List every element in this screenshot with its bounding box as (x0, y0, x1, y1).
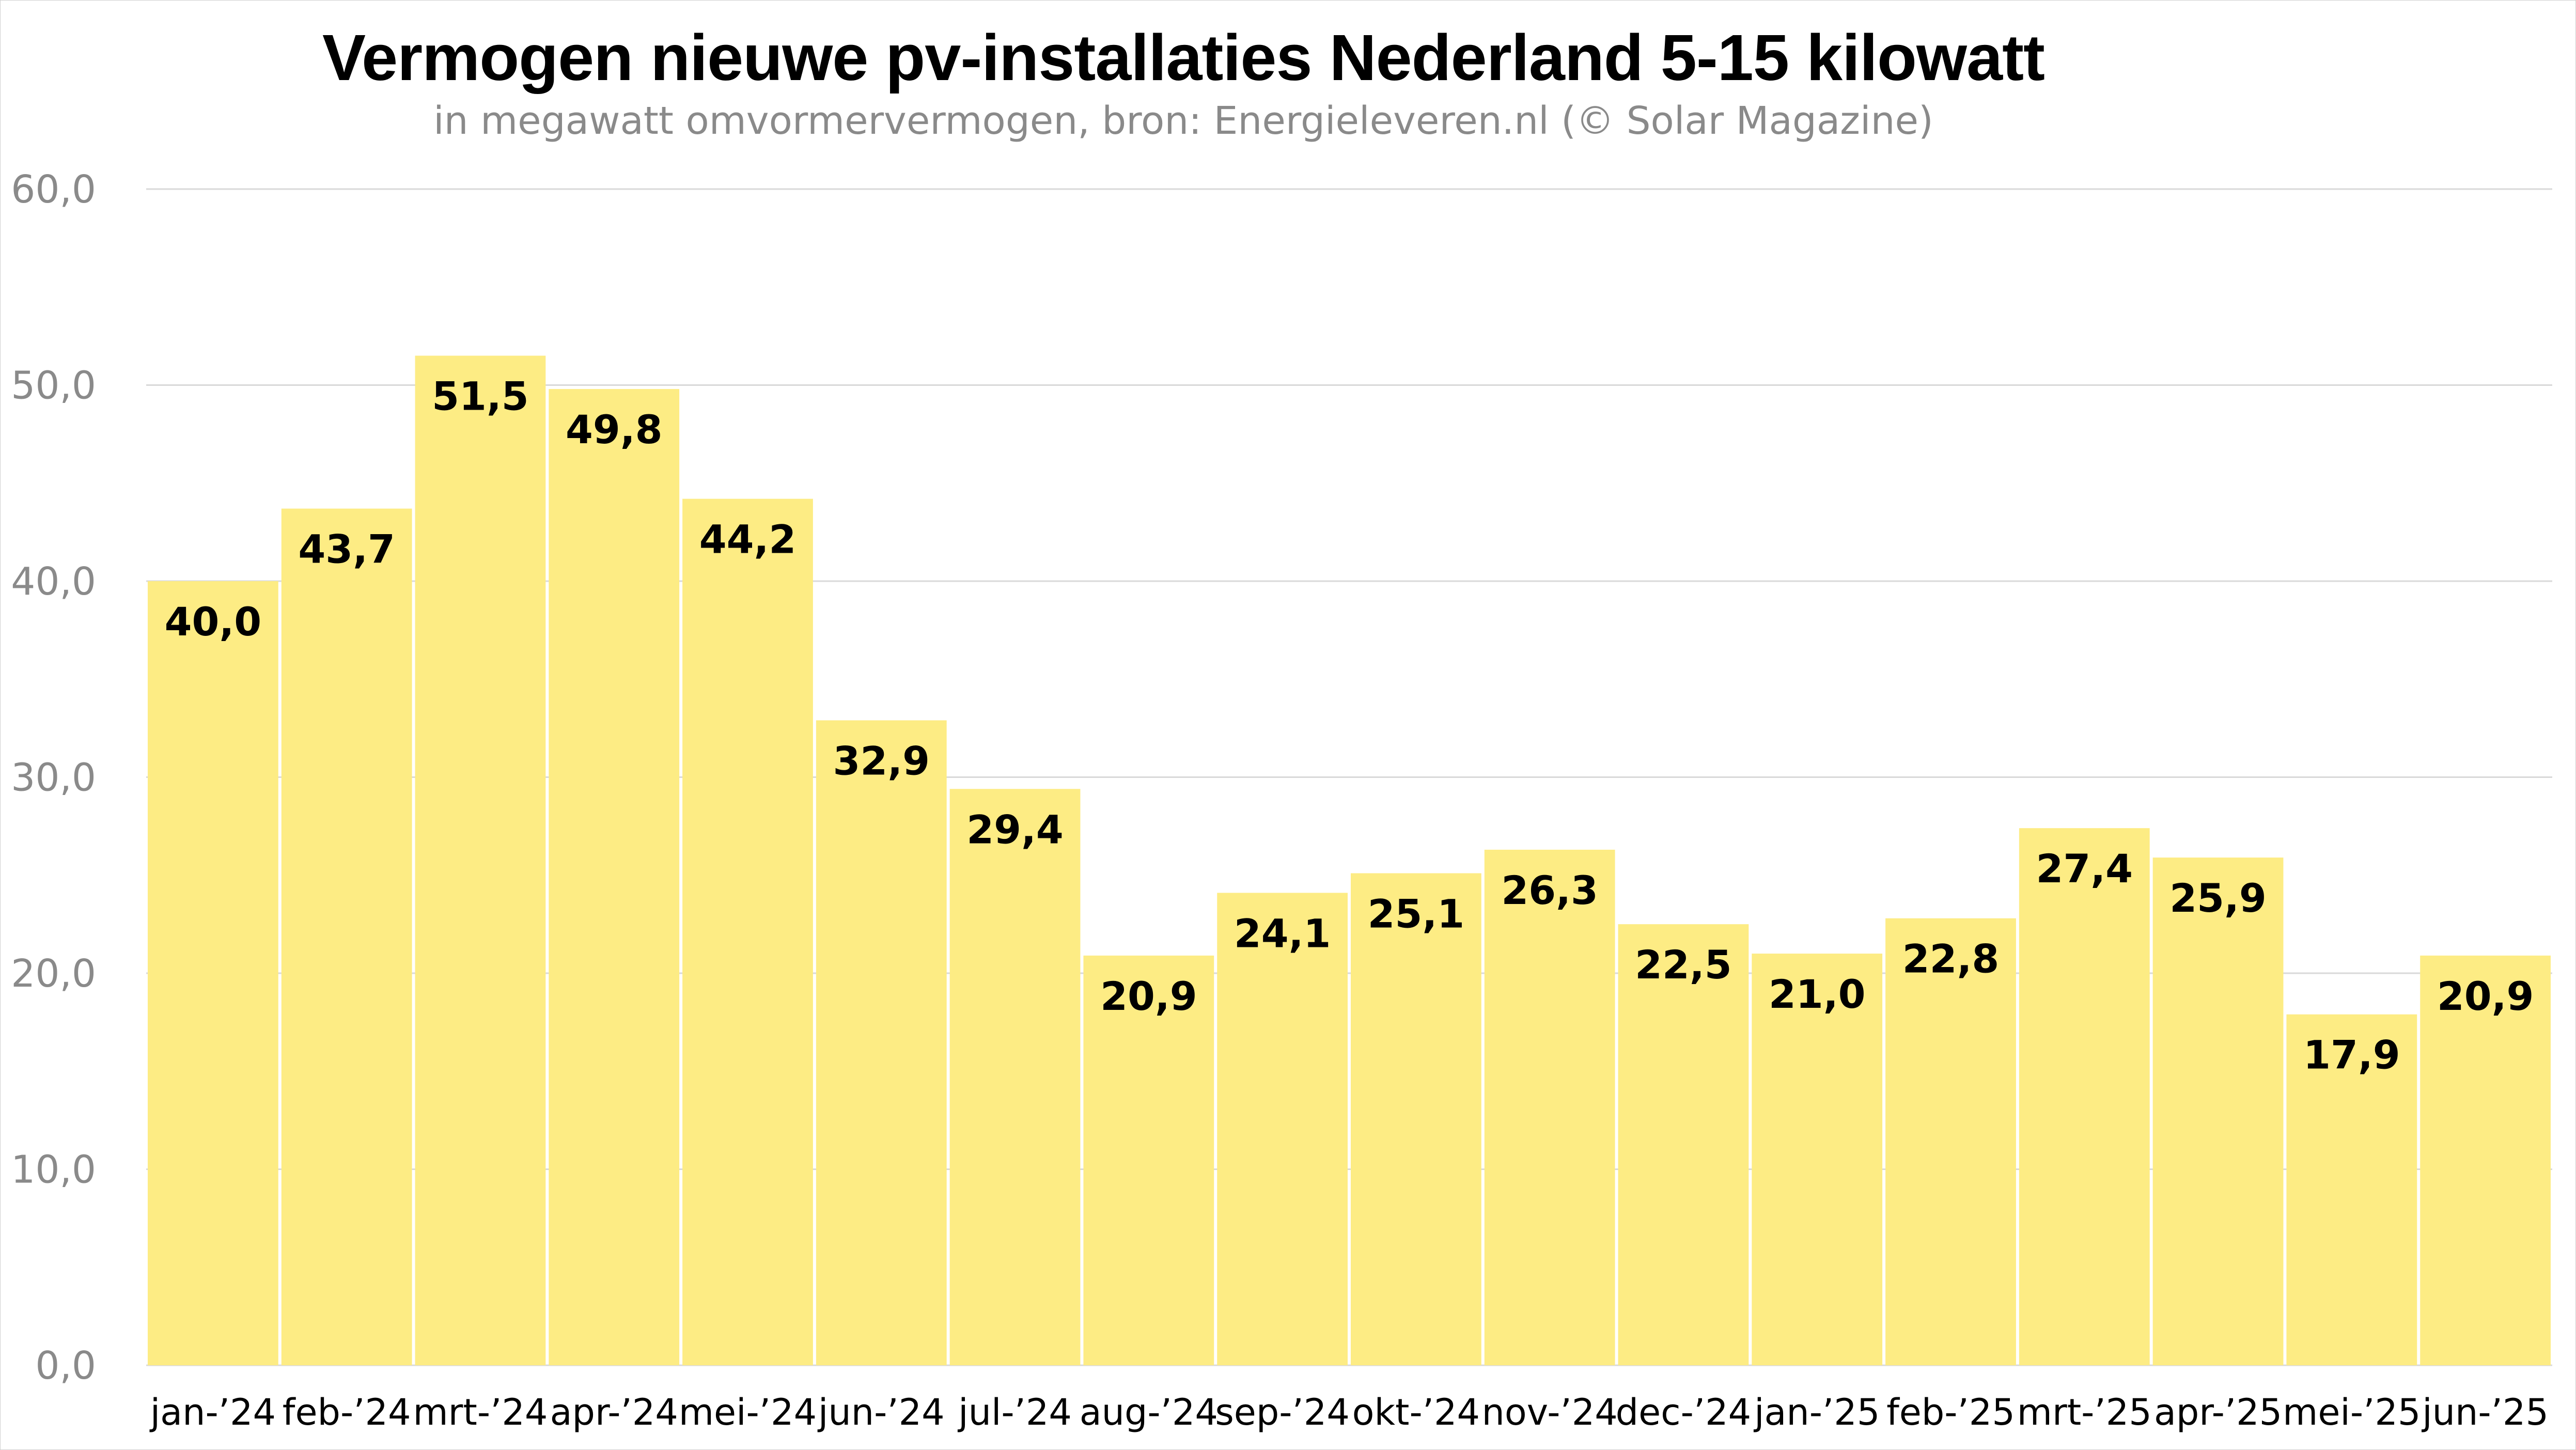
y-tick-label: 10,0 (11, 1148, 96, 1192)
data-label: 43,7 (298, 526, 395, 572)
data-label: 20,9 (1100, 973, 1197, 1019)
x-tick-label: mrt-’25 (2017, 1391, 2152, 1433)
data-label: 26,3 (1501, 867, 1598, 913)
chart-title: Vermogen nieuwe pv-installaties Nederlan… (322, 21, 2045, 94)
bar (549, 389, 680, 1365)
y-axis-ticks: 0,0 10,0 20,0 30,0 40,0 50,0 60,0 (11, 167, 96, 1388)
x-tick-label: feb-’24 (283, 1391, 411, 1433)
x-tick-label: jun-’24 (817, 1391, 945, 1433)
bar (949, 789, 1081, 1365)
x-tick-label: jan-’24 (149, 1391, 276, 1433)
bar (1618, 924, 1749, 1365)
x-tick-label: feb-’25 (1886, 1391, 2015, 1433)
bars (148, 355, 2551, 1366)
x-tick-label: jun-’25 (2421, 1391, 2549, 1433)
bar (415, 355, 546, 1366)
data-label: 25,1 (1368, 891, 1465, 937)
bar (816, 720, 947, 1365)
data-label: 49,8 (566, 407, 663, 453)
bar (1484, 849, 1615, 1365)
bar (1351, 873, 1481, 1365)
bar (1083, 955, 1214, 1365)
data-label: 22,8 (1902, 936, 2000, 982)
y-tick-label: 30,0 (11, 756, 96, 800)
y-tick-label: 50,0 (11, 364, 96, 408)
data-label: 20,9 (2437, 973, 2534, 1019)
data-label: 51,5 (432, 373, 529, 419)
data-label: 44,2 (699, 517, 797, 563)
data-label: 24,1 (1234, 910, 1331, 956)
data-label: 21,0 (1769, 971, 1866, 1017)
data-label: 29,4 (966, 806, 1064, 852)
y-tick-label: 60,0 (11, 167, 96, 212)
x-tick-label: apr-’25 (2154, 1391, 2282, 1433)
bar (148, 581, 278, 1365)
x-tick-label: apr-’24 (550, 1391, 678, 1433)
data-label: 22,5 (1635, 942, 1732, 988)
bar (2019, 828, 2150, 1365)
x-tick-label: mei-’25 (2283, 1391, 2421, 1433)
x-tick-label: nov-’24 (1482, 1391, 1618, 1433)
x-axis-ticks: jan-’24 feb-’24 mrt-’24 apr-’24 mei-’24 jun-’… (149, 1391, 2549, 1433)
y-tick-label: 40,0 (11, 559, 96, 604)
chart-subtitle: in megawatt omvormervermogen, bron: Ener… (433, 99, 1933, 143)
x-tick-label: sep-’24 (1215, 1391, 1350, 1433)
data-labels: 40,0 43,7 51,5 49,8 44,2 32,9 29,4 20,9 24,1 25,1… (165, 373, 2534, 1078)
bar (281, 508, 412, 1366)
data-label: 17,9 (2303, 1032, 2400, 1078)
x-tick-label: okt-’24 (1352, 1391, 1480, 1433)
bar (2286, 1014, 2417, 1365)
x-tick-label: mei-’24 (679, 1391, 817, 1433)
gridlines (146, 188, 2552, 1366)
data-label: 25,9 (2169, 875, 2267, 921)
y-tick-label: 0,0 (35, 1344, 96, 1388)
data-label: 32,9 (833, 738, 930, 784)
x-tick-label: jul-’24 (957, 1391, 1072, 1433)
x-tick-label: dec-’24 (1616, 1391, 1752, 1433)
bar (1885, 918, 2016, 1365)
x-tick-label: jan-’25 (1753, 1391, 1880, 1433)
bar (1752, 954, 1883, 1365)
data-label: 40,0 (165, 599, 262, 645)
x-tick-label: mrt-’24 (413, 1391, 548, 1433)
bar (2420, 955, 2551, 1365)
y-tick-label: 20,0 (11, 952, 96, 996)
bar (1217, 893, 1348, 1365)
bar (682, 498, 813, 1365)
data-label: 27,4 (2036, 846, 2133, 892)
bar (2152, 857, 2284, 1365)
x-tick-label: aug-’24 (1080, 1391, 1218, 1433)
